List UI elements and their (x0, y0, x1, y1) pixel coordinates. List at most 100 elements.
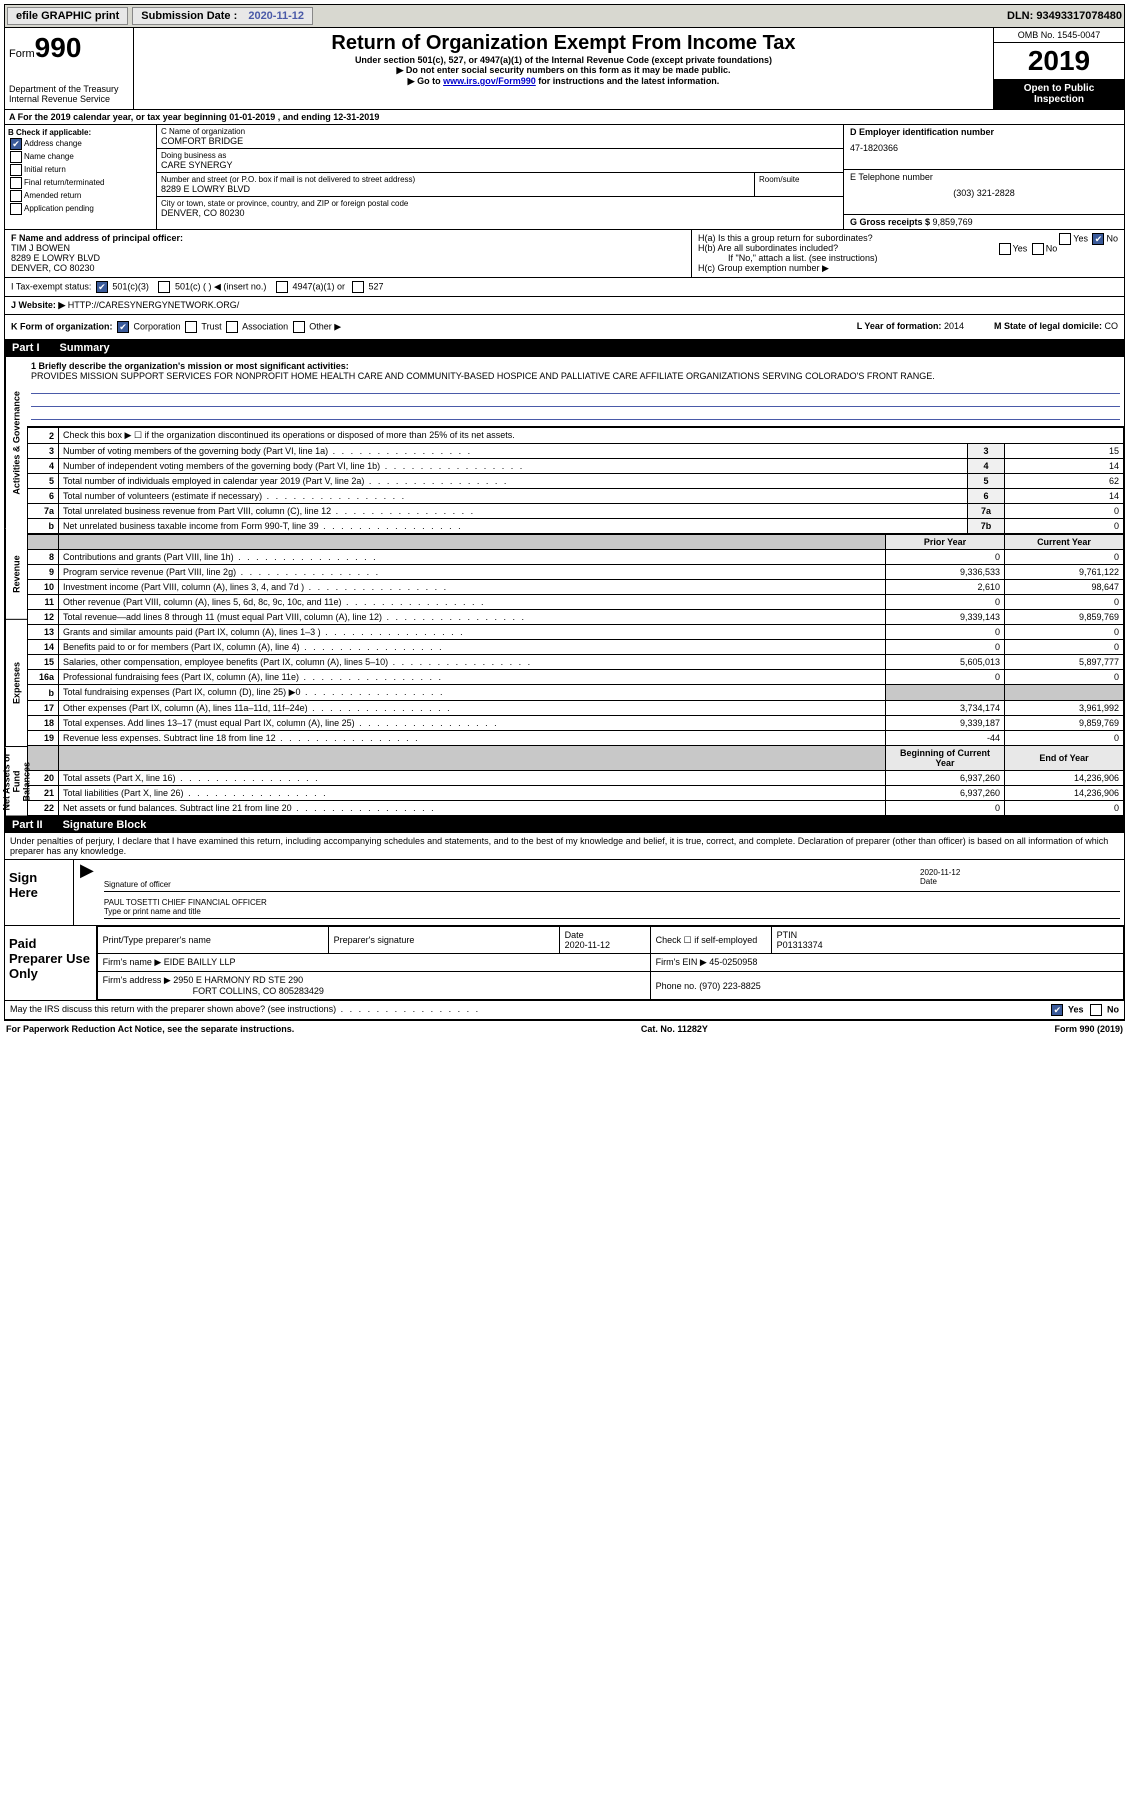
firm-addr1: 2950 E HARMONY RD STE 290 (173, 975, 303, 985)
pc-header: Prior Year Current Year (28, 535, 1124, 550)
gross-label: G Gross receipts $ (850, 217, 933, 227)
prep-date-label: Date (565, 930, 645, 940)
sign-arrow-icon: ▶ (74, 860, 100, 925)
firm-ein-cell: Firm's EIN ▶ 45-0250958 (650, 954, 1123, 972)
table-row: 5 Total number of individuals employed i… (28, 474, 1124, 489)
mission-box: 1 Briefly describe the organization's mi… (27, 357, 1124, 427)
prior-header: Prior Year (886, 535, 1005, 550)
part1-title: Summary (60, 342, 110, 354)
preparer-table: Print/Type preparer's name Preparer's si… (97, 926, 1124, 1000)
phone-value: (303) 321-2828 (850, 188, 1118, 198)
prep-date: 2020-11-12 (565, 940, 645, 950)
ptin-cell: PTIN P01313374 (771, 927, 1123, 954)
discuss-text: May the IRS discuss this return with the… (10, 1004, 480, 1016)
officer-printed-name: PAUL TOSETTI CHIEF FINANCIAL OFFICER (104, 898, 1120, 907)
row-i: I Tax-exempt status: 501(c)(3) 501(c) ( … (4, 278, 1125, 297)
phone-label: E Telephone number (850, 172, 1118, 182)
na-header: Beginning of Current Year End of Year (28, 746, 1124, 771)
discuss-yes: Yes (1068, 1004, 1084, 1014)
prep-row-3: Firm's address ▶ 2950 E HARMONY RD STE 2… (97, 972, 1123, 1000)
chk-discuss-yes[interactable] (1051, 1004, 1063, 1016)
form-title: Return of Organization Exempt From Incom… (142, 32, 985, 55)
firm-ein-label: Firm's EIN ▶ (656, 957, 707, 967)
chk-amended[interactable]: Amended return (8, 190, 153, 202)
table-row: 22 Net assets or fund balances. Subtract… (28, 801, 1124, 816)
city-label: City or town, state or province, country… (161, 199, 839, 208)
line1-label: 1 Briefly describe the organization's mi… (31, 361, 349, 371)
submission-button[interactable]: Submission Date : 2020-11-12 (132, 7, 313, 25)
table-row: 21 Total liabilities (Part X, line 26) 6… (28, 786, 1124, 801)
opt-corp: Corporation (134, 321, 181, 331)
table-row: 13 Grants and similar amounts paid (Part… (28, 625, 1124, 640)
efile-button[interactable]: efile GRAPHIC print (7, 7, 128, 25)
room-cell: Room/suite (755, 173, 843, 196)
part1-num: Part I (12, 342, 40, 354)
table-row: 7a Total unrelated business revenue from… (28, 504, 1124, 519)
mission-line (31, 396, 1120, 407)
footer-right: Form 990 (2019) (1054, 1024, 1123, 1034)
firm-name-label: Firm's name ▶ (103, 957, 162, 967)
chk-final-return[interactable]: Final return/terminated (8, 177, 153, 189)
sign-here-label: Sign Here (5, 860, 74, 925)
chk-527[interactable] (352, 281, 364, 293)
l-label: L Year of formation: (857, 321, 944, 331)
table-row: 18 Total expenses. Add lines 13–17 (must… (28, 716, 1124, 731)
end-header: End of Year (1005, 746, 1124, 771)
chk-initial-return[interactable]: Initial return (8, 164, 153, 176)
firm-name-cell: Firm's name ▶ EIDE BAILLY LLP (97, 954, 650, 972)
firm-phone-cell: Phone no. (970) 223-8825 (650, 972, 1123, 1000)
org-name-label: C Name of organization (161, 127, 839, 136)
chk-trust[interactable] (185, 321, 197, 333)
sig-officer-label: Signature of officer (104, 880, 171, 889)
table-row: b Net unrelated business taxable income … (28, 519, 1124, 534)
form-num: 990 (35, 32, 82, 63)
b-label: B Check if applicable: (8, 128, 153, 137)
chk-501c3[interactable] (96, 281, 108, 293)
table-row: 6 Total number of volunteers (estimate i… (28, 489, 1124, 504)
chk-hb-no[interactable] (1032, 243, 1044, 255)
chk-assoc[interactable] (226, 321, 238, 333)
prep-check[interactable]: Check ☐ if self-employed (650, 927, 771, 954)
hb-label: H(b) Are all subordinates included? (698, 243, 838, 253)
officer-name-line: PAUL TOSETTI CHIEF FINANCIAL OFFICER Typ… (104, 896, 1120, 919)
table-row: 15 Salaries, other compensation, employe… (28, 655, 1124, 670)
col-b-checkboxes: B Check if applicable: Address change Na… (5, 125, 157, 229)
submission-label: Submission Date : (141, 10, 240, 22)
opt-527: 527 (369, 281, 384, 291)
table-row: 3 Number of voting members of the govern… (28, 444, 1124, 459)
submission-date: 2020-11-12 (248, 10, 304, 22)
chk-discuss-no[interactable] (1090, 1004, 1102, 1016)
sub3-pre: ▶ Go to (408, 76, 443, 86)
chk-corp[interactable] (117, 321, 129, 333)
chk-application[interactable]: Application pending (8, 203, 153, 215)
city-cell: City or town, state or province, country… (157, 197, 843, 220)
chk-name-change[interactable]: Name change (8, 151, 153, 163)
chk-ha-yes[interactable] (1059, 233, 1071, 245)
firm-ein: 45-0250958 (709, 957, 757, 967)
chk-address-change[interactable]: Address change (8, 138, 153, 150)
ein-value: 47-1820366 (850, 143, 1118, 153)
irs-link[interactable]: www.irs.gov/Form990 (443, 76, 536, 86)
sign-here-section: Sign Here ▶ Signature of officer 2020-11… (4, 860, 1125, 926)
part2-num: Part II (12, 819, 43, 831)
chk-other[interactable] (293, 321, 305, 333)
table-row: 16a Professional fundraising fees (Part … (28, 670, 1124, 685)
hb-row: H(b) Are all subordinates included? Yes … (698, 243, 1118, 253)
chk-ha-no[interactable] (1092, 233, 1104, 245)
sig-date-line: 2020-11-12 Date (920, 866, 1120, 892)
chk-hb-yes[interactable] (999, 243, 1011, 255)
firm-addr-label: Firm's address ▶ (103, 975, 171, 985)
table-row: 20 Total assets (Part X, line 16) 6,937,… (28, 771, 1124, 786)
prep-date-cell: Date 2020-11-12 (559, 927, 650, 954)
header-center: Return of Organization Exempt From Incom… (134, 28, 993, 109)
f-label: F Name and address of principal officer: (11, 233, 685, 243)
chk-4947[interactable] (276, 281, 288, 293)
tab-revenue: Revenue (5, 529, 27, 620)
street-label: Number and street (or P.O. box if mail i… (161, 175, 750, 184)
prep-name-label: Print/Type preparer's name (97, 927, 328, 954)
firm-phone-label: Phone no. (656, 981, 697, 991)
subtitle-1: Under section 501(c), 527, or 4947(a)(1)… (142, 55, 985, 65)
prep-sig-label: Preparer's signature (328, 927, 559, 954)
chk-501c[interactable] (158, 281, 170, 293)
type-name-label: Type or print name and title (104, 907, 201, 916)
